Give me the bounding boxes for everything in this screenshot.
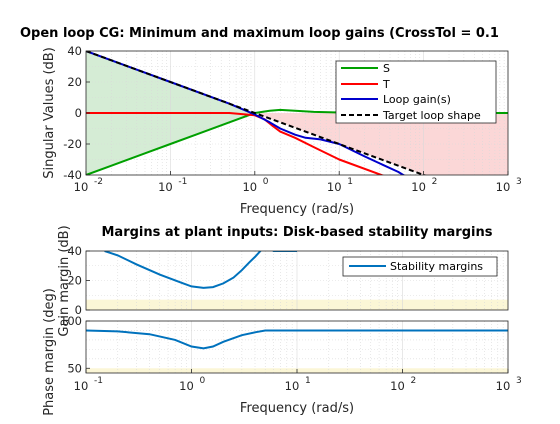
top-xtick-exp: 1 — [347, 177, 353, 187]
gm-ylabel: Gain margin (dB) — [57, 225, 72, 336]
top-xtick-exp: 0 — [263, 177, 269, 187]
top-xtick-exp: -1 — [178, 177, 187, 187]
gain-margin-line — [104, 251, 297, 289]
legend-label-margins: Stability margins — [390, 260, 483, 273]
pm-xtick-exp: 0 — [200, 376, 206, 386]
pm-ylabel: Phase margin (deg) — [42, 288, 57, 416]
gm-ytick-label: 20 — [67, 274, 82, 288]
legend-label-target: Target loop shape — [382, 109, 481, 122]
series-loop-gain-line — [86, 51, 406, 175]
pm-xtick-exp: -1 — [94, 376, 103, 386]
max-gain-region — [254, 113, 508, 175]
top-ytick-label: 20 — [67, 75, 82, 89]
pm-xtick-label: 10 — [74, 379, 89, 393]
top-xtick-exp: -2 — [94, 177, 103, 187]
legend-label-t: T — [382, 78, 390, 91]
pm-ytick-label: 100 — [60, 314, 82, 328]
top-xlabel: Frequency (rad/s) — [240, 202, 354, 217]
bottom-legend: Stability margins — [342, 256, 498, 277]
top-ylabel: Singular Values (dB) — [42, 47, 57, 179]
phase-margin-line — [86, 329, 508, 350]
top-tick-labels: 10 -2 10 -1 10 0 10 1 10 2 10 3 40 20 0 -20 -40 — [63, 44, 522, 194]
top-xtick-label: 10 — [411, 180, 426, 194]
top-xtick-label: 10 — [242, 180, 257, 194]
top-ytick-label: 40 — [67, 44, 82, 58]
stability-margins-plot: Margins at plant inputs: Disk-based stab… — [42, 225, 522, 416]
top-xtick-label: 10 — [496, 180, 511, 194]
pm-xtick-exp: 3 — [516, 376, 522, 386]
bottom-title: Margins at plant inputs: Disk-based stab… — [102, 225, 493, 240]
top-legend-box — [335, 60, 497, 124]
top-ytick-label: -40 — [63, 168, 82, 182]
top-ytick-label: -20 — [63, 137, 82, 151]
top-xtick-label: 10 — [327, 180, 342, 194]
pm-xtick-exp: 1 — [305, 376, 311, 386]
top-xtick-exp: 2 — [432, 177, 438, 187]
gm-ytick-label: 0 — [75, 303, 82, 317]
pm-xtick-exp: 2 — [411, 376, 417, 386]
legend-label-s: S — [383, 62, 390, 75]
bottom-series-lines — [86, 251, 508, 350]
top-xtick-exp: 3 — [516, 177, 522, 187]
legend-label-loop: Loop gain(s) — [383, 93, 451, 106]
top-legend: S T Loop gain(s) Target loop shape — [335, 60, 497, 124]
pm-xtick-label: 10 — [285, 379, 300, 393]
series-t-line — [86, 112, 385, 175]
pm-ytick-label: 50 — [67, 361, 82, 375]
singular-values-plot: Open loop CG: Minimum and maximum loop g… — [20, 26, 522, 217]
pm-xtick-label: 10 — [496, 379, 511, 393]
top-xtick-label: 10 — [158, 180, 173, 194]
pm-xtick-label: 10 — [390, 379, 405, 393]
top-title: Open loop CG: Minimum and maximum loop g… — [20, 26, 499, 41]
top-series-lines — [86, 51, 508, 175]
top-ytick-label: 0 — [75, 106, 82, 120]
bottom-xlabel: Frequency (rad/s) — [240, 401, 354, 416]
series-target-line — [86, 51, 427, 175]
series-s-line — [86, 108, 508, 175]
top-xtick-label: 10 — [74, 180, 89, 194]
gm-ytick-label: 40 — [67, 244, 82, 258]
pm-xtick-label: 10 — [179, 379, 194, 393]
bottom-legend-box — [342, 256, 498, 277]
